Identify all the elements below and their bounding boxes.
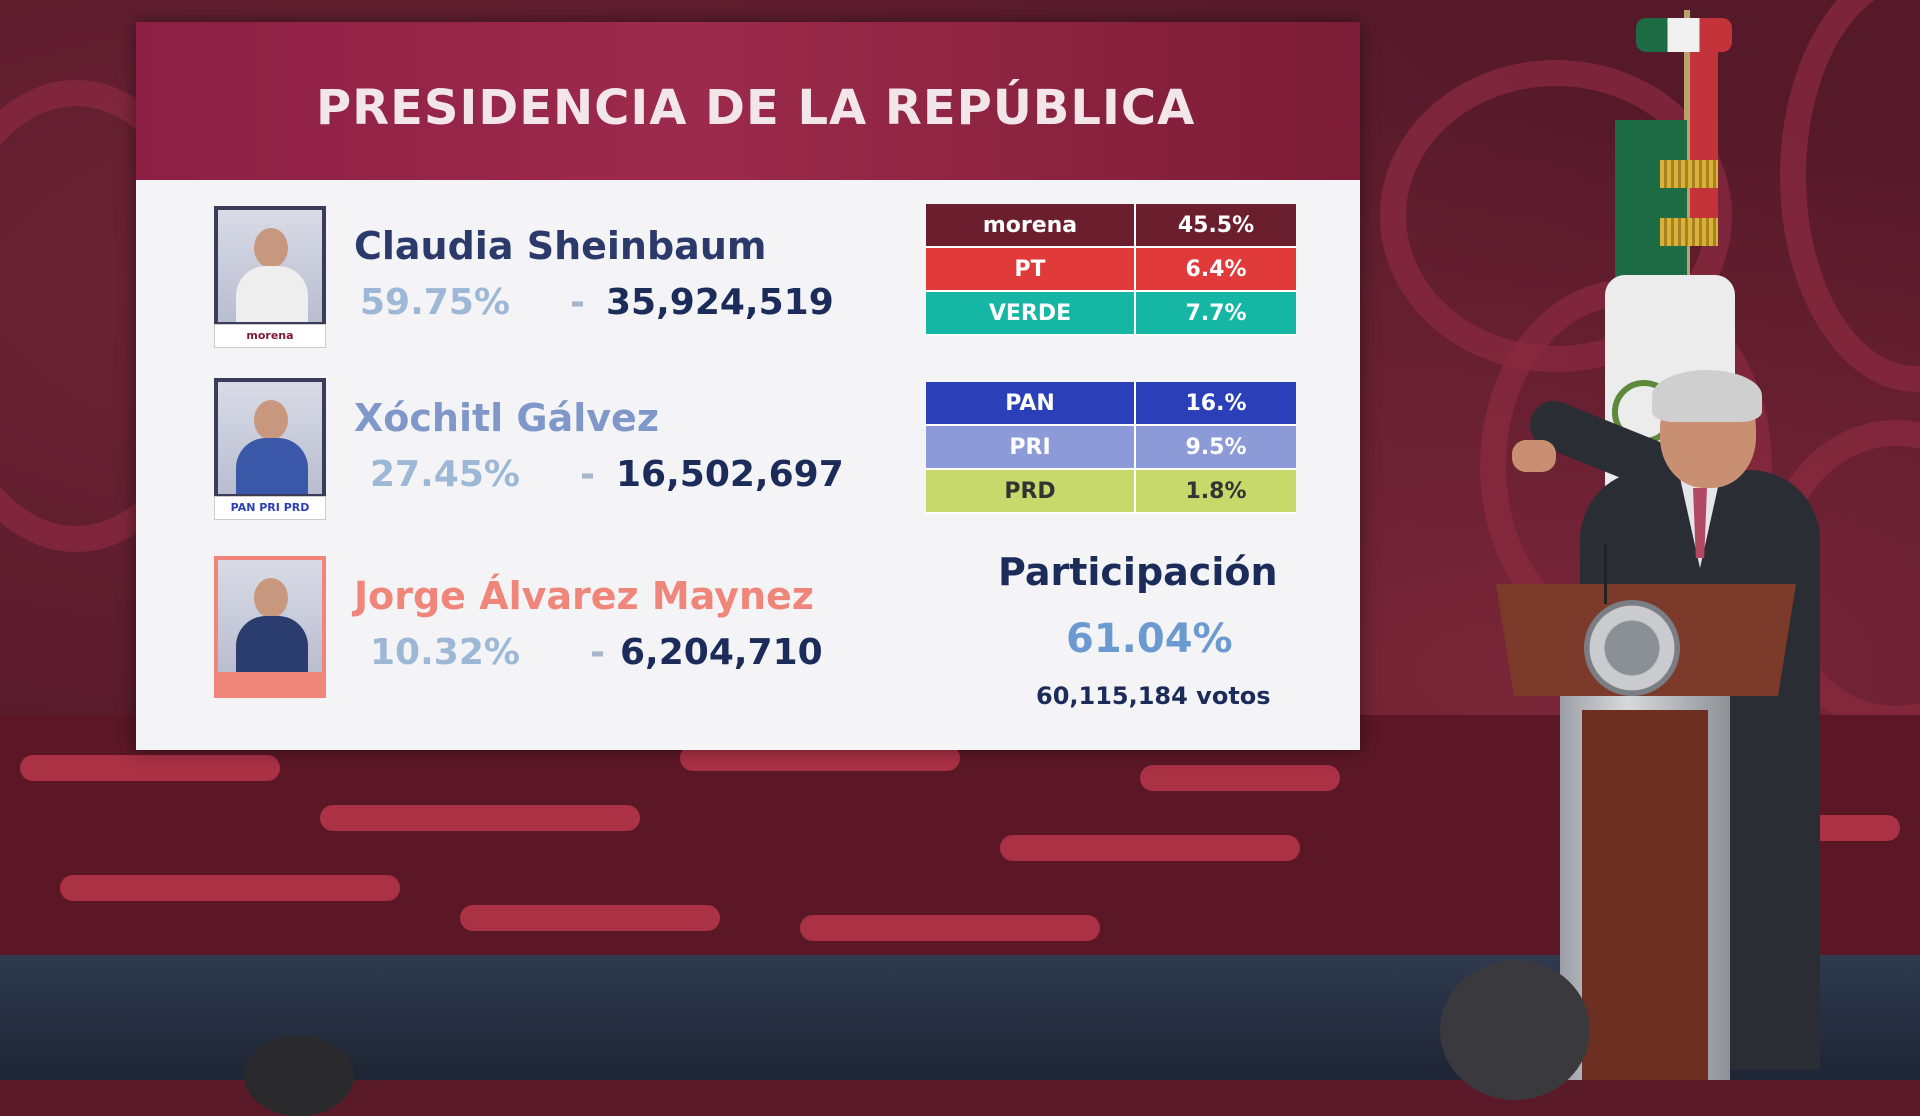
- flag-fringe: [1660, 160, 1718, 188]
- flag-red-stripe: [1690, 40, 1718, 240]
- party-row: PRI 9.5%: [926, 426, 1296, 470]
- party-logo-pri: PRI: [926, 426, 1136, 468]
- candidate-votes: 35,924,519: [606, 282, 834, 323]
- wall-pattern: [1780, 0, 1920, 392]
- band-wave: [1140, 765, 1340, 791]
- flag-fringe: [1660, 218, 1718, 246]
- band-wave: [460, 905, 720, 931]
- speaker-tie: [1693, 488, 1707, 558]
- party-logo-pt: PT: [926, 248, 1136, 290]
- party-percent: 7.7%: [1136, 292, 1296, 334]
- participation-label: Participación: [998, 550, 1278, 594]
- screen-header: PRESIDENCIA DE LA REPÚBLICA: [136, 22, 1360, 180]
- party-logo-morena: morena: [926, 204, 1136, 246]
- party-row: PAN 16.%: [926, 382, 1296, 426]
- microphone: [1604, 544, 1607, 604]
- candidate-votes: 16,502,697: [616, 454, 844, 495]
- band-wave: [1000, 835, 1300, 861]
- separator-dash: -: [580, 454, 595, 495]
- party-logos: [214, 674, 326, 698]
- screen-title: PRESIDENCIA DE LA REPÚBLICA: [316, 80, 1196, 136]
- candidate-photo: [214, 556, 326, 676]
- party-logos: morena: [214, 324, 326, 348]
- candidate-row: PAN PRI PRD Xóchitl Gálvez 27.45% - 16,5…: [214, 378, 1014, 528]
- party-table-coalition-b: PAN 16.% PRI 9.5% PRD 1.8%: [926, 382, 1296, 514]
- party-percent: 45.5%: [1136, 204, 1296, 246]
- flag-ribbon: [1636, 18, 1732, 52]
- band-wave: [320, 805, 640, 831]
- separator-dash: -: [590, 632, 605, 673]
- party-percent: 6.4%: [1136, 248, 1296, 290]
- separator-dash: -: [570, 282, 585, 323]
- band-wave: [800, 915, 1100, 941]
- candidate-votes: 6,204,710: [620, 632, 823, 673]
- party-logo-pan: PAN: [926, 382, 1136, 424]
- audience-head: [244, 1036, 354, 1116]
- speaker-hair: [1652, 370, 1762, 422]
- party-row: morena 45.5%: [926, 204, 1296, 248]
- party-logos: PAN PRI PRD: [214, 496, 326, 520]
- candidate-photo: [214, 378, 326, 498]
- participation-percent: 61.04%: [1066, 616, 1233, 662]
- party-percent: 16.%: [1136, 382, 1296, 424]
- candidate-name: Claudia Sheinbaum: [354, 224, 767, 268]
- party-percent: 9.5%: [1136, 426, 1296, 468]
- audience-head: [1440, 960, 1590, 1100]
- party-table-coalition-a: morena 45.5% PT 6.4% VERDE 7.7%: [926, 204, 1296, 336]
- party-row: PRD 1.8%: [926, 470, 1296, 514]
- candidate-percent: 10.32%: [370, 632, 520, 673]
- results-screen: PRESIDENCIA DE LA REPÚBLICA morena Claud…: [136, 22, 1360, 750]
- party-row: PT 6.4%: [926, 248, 1296, 292]
- candidate-percent: 59.75%: [360, 282, 510, 323]
- podium-front-panel: [1582, 710, 1708, 1080]
- party-logo-verde: VERDE: [926, 292, 1136, 334]
- speaker-hand: [1512, 440, 1556, 472]
- candidate-photo: [214, 206, 326, 326]
- band-wave: [20, 755, 280, 781]
- party-logo-prd: PRD: [926, 470, 1136, 512]
- participation-votes: 60,115,184 votos: [1036, 682, 1271, 710]
- podium-seal: [1584, 600, 1680, 696]
- candidate-row: Jorge Álvarez Maynez 10.32% - 6,204,710: [214, 556, 1014, 706]
- candidate-row: morena Claudia Sheinbaum 59.75% - 35,924…: [214, 206, 1014, 356]
- candidate-name: Xóchitl Gálvez: [354, 396, 659, 440]
- candidate-percent: 27.45%: [370, 454, 520, 495]
- band-wave: [60, 875, 400, 901]
- party-row: VERDE 7.7%: [926, 292, 1296, 336]
- candidate-name: Jorge Álvarez Maynez: [354, 574, 814, 618]
- party-percent: 1.8%: [1136, 470, 1296, 512]
